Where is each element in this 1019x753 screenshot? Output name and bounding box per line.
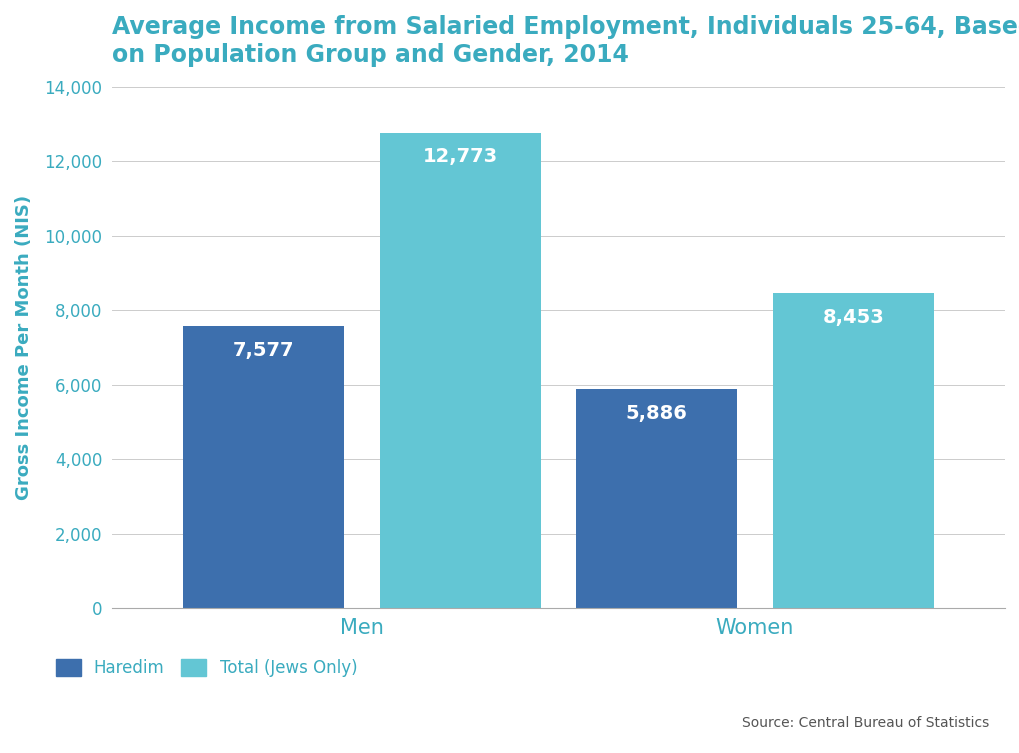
Text: Average Income from Salaried Employment, Individuals 25-64, Based
on Population : Average Income from Salaried Employment,…	[112, 15, 1019, 67]
Text: 8,453: 8,453	[821, 309, 883, 328]
Legend: Haredim, Total (Jews Only): Haredim, Total (Jews Only)	[49, 652, 364, 684]
Y-axis label: Gross Income Per Month (NIS): Gross Income Per Month (NIS)	[15, 195, 33, 500]
Text: 5,886: 5,886	[626, 404, 687, 423]
Text: 12,773: 12,773	[422, 148, 497, 166]
Bar	[183, 326, 343, 608]
Text: Source: Central Bureau of Statistics: Source: Central Bureau of Statistics	[742, 716, 988, 730]
Bar	[772, 294, 932, 608]
Bar	[576, 389, 737, 608]
Bar	[379, 133, 540, 608]
Text: 7,577: 7,577	[232, 341, 294, 360]
